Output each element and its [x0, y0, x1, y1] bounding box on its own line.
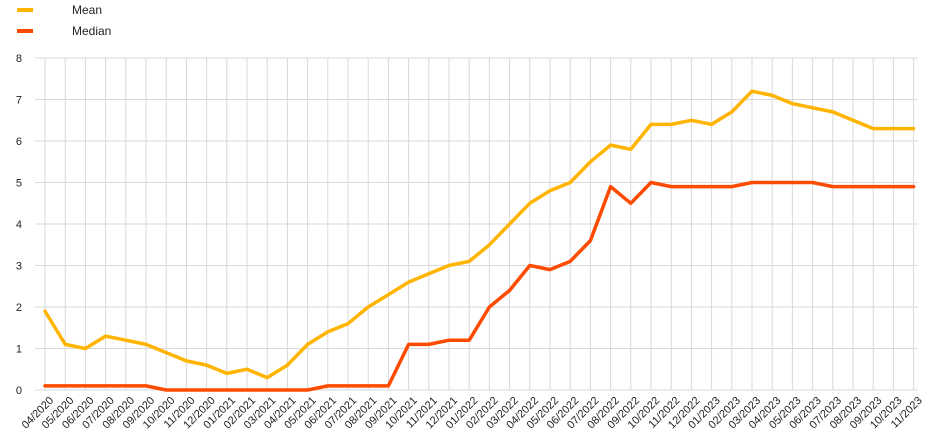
y-tick-label: 0	[16, 385, 22, 397]
x-axis-ticks: 04/202005/202006/202007/202008/202009/20…	[20, 395, 925, 432]
y-tick-label: 2	[16, 302, 22, 314]
y-tick-label: 6	[16, 136, 22, 148]
y-axis-ticks: 0 1 2 3 4 5 6 7 8	[16, 53, 22, 397]
legend: Mean Median	[17, 3, 111, 38]
legend-label-median: Median	[72, 24, 111, 38]
series-line-median	[43, 180, 916, 392]
y-tick-label: 8	[16, 53, 22, 65]
series-line-mean	[43, 89, 916, 380]
y-tick-label: 7	[16, 95, 22, 107]
series-lines	[43, 89, 916, 392]
y-tick-label: 3	[16, 261, 22, 273]
y-tick-label: 5	[16, 178, 22, 190]
legend-label-mean: Mean	[72, 3, 102, 17]
y-tick-label: 1	[16, 344, 22, 356]
grid	[35, 57, 918, 391]
y-tick-label: 4	[16, 219, 22, 231]
